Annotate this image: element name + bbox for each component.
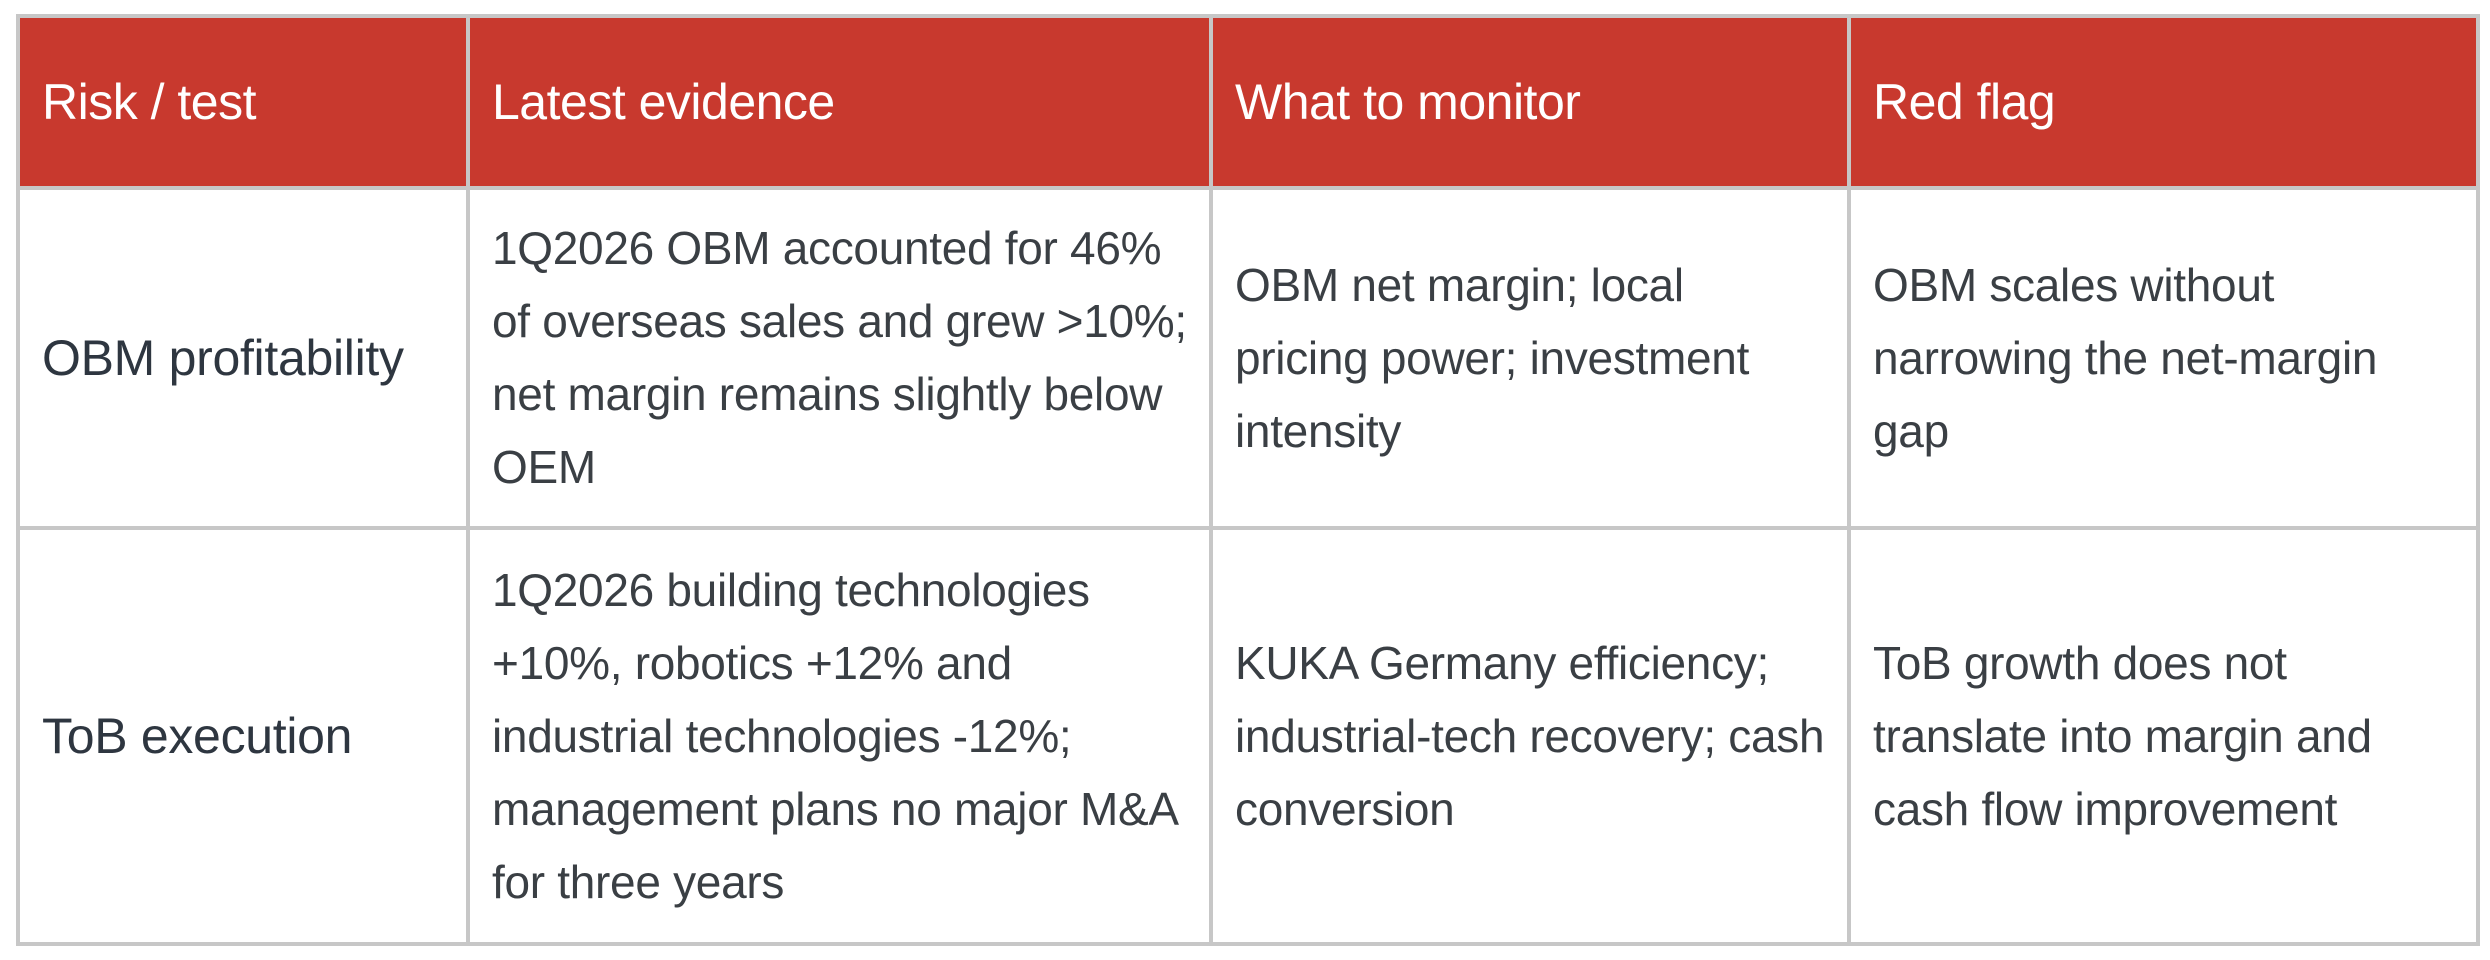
table-header: Risk / test Latest evidence What to moni… (16, 14, 2480, 190)
header-red-flag: Red flag (1847, 14, 2480, 190)
header-what-to-monitor: What to monitor (1209, 14, 1851, 190)
header-risk-test: Risk / test (16, 14, 470, 190)
risk-table-container: Risk / test Latest evidence What to moni… (16, 14, 2480, 946)
cell-monitor: KUKA Germany efficiency; industrial-tech… (1209, 526, 1851, 946)
cell-monitor: OBM net margin; local pricing power; inv… (1209, 186, 1851, 530)
cell-risk: OBM profitability (16, 186, 470, 530)
cell-evidence: 1Q2026 building technologies +10%, robot… (466, 526, 1213, 946)
table-row: ToB execution 1Q2026 building technologi… (16, 526, 2480, 946)
table-row: OBM profitability 1Q2026 OBM accounted f… (16, 186, 2480, 530)
header-row: Risk / test Latest evidence What to moni… (16, 14, 2480, 190)
cell-risk: ToB execution (16, 526, 470, 946)
risk-monitor-table: Risk / test Latest evidence What to moni… (16, 14, 2480, 946)
cell-red-flag: ToB growth does not translate into margi… (1847, 526, 2480, 946)
header-latest-evidence: Latest evidence (466, 14, 1213, 190)
cell-evidence: 1Q2026 OBM accounted for 46% of overseas… (466, 186, 1213, 530)
cell-red-flag: OBM scales without narrowing the net-mar… (1847, 186, 2480, 530)
table-body: OBM profitability 1Q2026 OBM accounted f… (16, 186, 2480, 946)
